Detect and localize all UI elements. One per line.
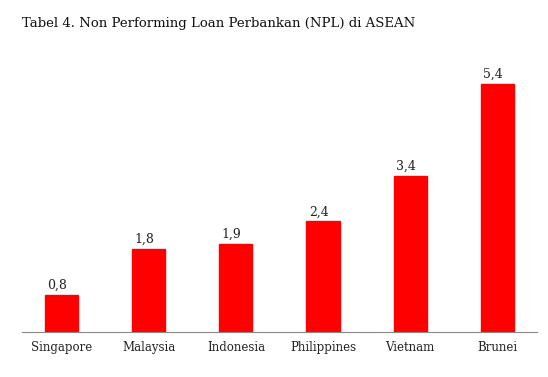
Text: 2,4: 2,4	[309, 205, 328, 218]
Bar	[393, 176, 426, 332]
Text: 3,4: 3,4	[396, 159, 415, 172]
Text: 5,4: 5,4	[483, 67, 503, 80]
Text: 1,8: 1,8	[135, 233, 155, 246]
Text: Tabel 4. Non Performing Loan Perbankan (NPL) di ASEAN: Tabel 4. Non Performing Loan Perbankan (…	[22, 17, 415, 29]
Bar	[45, 295, 78, 332]
Bar	[481, 84, 513, 332]
Bar	[306, 222, 340, 332]
Bar	[219, 244, 253, 332]
Text: 1,9: 1,9	[222, 228, 242, 241]
Text: 0,8: 0,8	[48, 279, 67, 292]
Bar	[133, 249, 165, 332]
